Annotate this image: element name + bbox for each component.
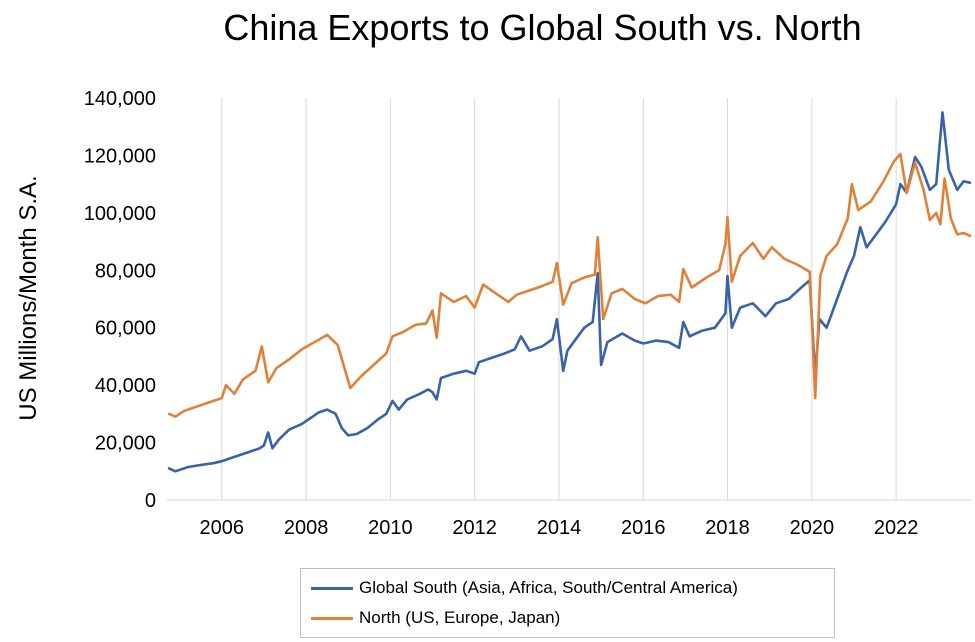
chart-title: China Exports to Global South vs. North xyxy=(223,7,862,48)
x-axis: 2006 2008 2010 2012 2014 2016 2018 2020 2022 xyxy=(200,517,919,539)
legend-swatch-global-south xyxy=(311,586,353,590)
y-tick-label-80,000: 80,000 xyxy=(95,260,156,282)
x-tick-label-2010: 2010 xyxy=(368,517,413,539)
x-tick-label-2020: 2020 xyxy=(790,517,835,539)
y-tick-label-40,000: 40,000 xyxy=(95,375,156,397)
chart-series xyxy=(167,111,972,473)
y-tick-label-140,000: 140,000 xyxy=(84,88,156,110)
legend-swatch-north xyxy=(311,616,353,620)
x-tick-label-2014: 2014 xyxy=(537,517,582,539)
x-tick-label-2008: 2008 xyxy=(284,517,329,539)
y-tick-label-100,000: 100,000 xyxy=(84,203,156,225)
series-line-0 xyxy=(167,111,972,473)
legend-item-global-south: Global South (Asia, Africa, South/Centra… xyxy=(311,575,738,601)
y-tick-label-20,000: 20,000 xyxy=(95,433,156,455)
y-axis-label: US Millions/Month S.A. xyxy=(15,175,42,420)
y-tick-label-60,000: 60,000 xyxy=(95,318,156,340)
legend-label-north: North (US, Europe, Japan) xyxy=(359,608,561,627)
legend-label-global-south: Global South (Asia, Africa, South/Centra… xyxy=(359,578,738,597)
x-tick-label-2016: 2016 xyxy=(621,517,666,539)
legend-item-north: North (US, Europe, Japan) xyxy=(311,605,560,631)
x-tick-label-2018: 2018 xyxy=(705,517,750,539)
line-chart: 2006 2008 2010 2012 2014 2016 2018 2020 2022 0 20… xyxy=(15,88,972,539)
y-tick-label-120,000: 120,000 xyxy=(84,145,156,167)
y-axis: 0 20,000 40,000 60,000 80,000 100,000 120,000 1… xyxy=(84,88,156,512)
chart-grid xyxy=(167,98,972,501)
x-tick-label-2012: 2012 xyxy=(452,517,497,539)
chart-legend: Global South (Asia, Africa, South/Centra… xyxy=(300,568,835,638)
x-tick-label-2006: 2006 xyxy=(200,517,245,539)
x-tick-label-2022: 2022 xyxy=(874,517,919,539)
series-line-1 xyxy=(167,152,972,418)
y-tick-label-0: 0 xyxy=(145,490,156,512)
